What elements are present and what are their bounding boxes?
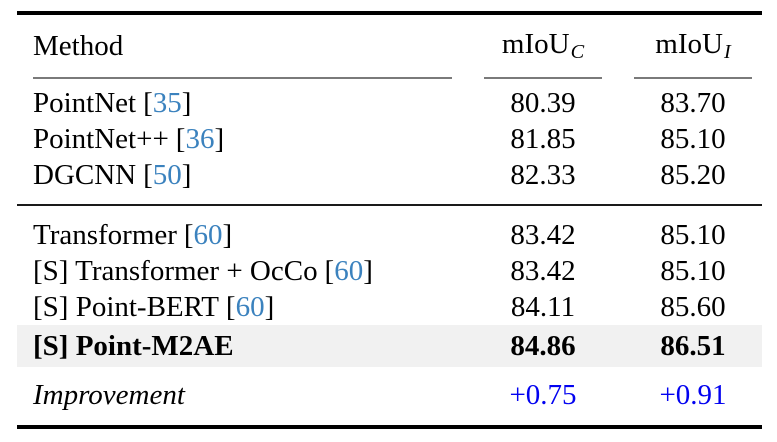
method-cell: [S] Point-BERT [60] (17, 290, 482, 323)
method-column-rule (33, 77, 452, 79)
results-table: Method mIoUC mIoUI PointNet [35] 80.39 83… (17, 11, 762, 429)
section-divider-rule (17, 204, 762, 206)
miou-i-subscript: I (723, 40, 731, 63)
improvement-row: Improvement +0.75 +0.91 (17, 373, 762, 417)
table-row-dgcnn: DGCNN [50] 82.33 85.20 (17, 157, 762, 193)
table-bottom-rule (17, 425, 762, 429)
method-label: PointNet++ (33, 122, 169, 155)
citation-number: 60 (334, 254, 364, 287)
method-label: DGCNN (33, 158, 137, 191)
miou-c-value: 82.33 (510, 158, 576, 191)
miou-i-value: 83.70 (660, 86, 726, 119)
miou-i-value: 85.10 (660, 122, 726, 155)
citation-link[interactable]: [60] (225, 290, 275, 323)
miou-c-value: 80.39 (510, 86, 576, 119)
miou-i-value: 86.51 (660, 329, 726, 362)
method-label: [S] Point-M2AE (33, 329, 234, 362)
method-cell: [S] Transformer + OcCo [60] (17, 254, 482, 287)
miou-i-value: 85.60 (660, 290, 726, 323)
table-row-point-bert: [S] Point-BERT [60] 84.11 85.60 (17, 289, 762, 325)
improvement-miou-i: +0.91 (659, 378, 727, 411)
transformer-methods-section: Transformer [60] 83.42 85.10 [S] Transfor… (17, 206, 762, 367)
citation-link[interactable]: [60] (324, 254, 373, 287)
miou-i-value: 85.20 (660, 158, 726, 191)
citation-link[interactable]: [35] (143, 86, 192, 119)
improvement-miou-c: +0.75 (509, 378, 577, 411)
col-header-method: Method (33, 29, 124, 62)
miou-c-value: 84.11 (510, 290, 576, 323)
method-cell: PointNet++ [36] (17, 122, 482, 155)
miou-c-column-rule (484, 77, 602, 79)
miou-i-base: mIoU (655, 28, 723, 61)
method-cell: DGCNN [50] (17, 158, 482, 191)
citation-link[interactable]: [50] (143, 158, 192, 191)
miou-c-value: 83.42 (510, 218, 576, 251)
miou-i-column-rule (634, 77, 752, 79)
citation-number: 35 (152, 86, 182, 119)
citation-link[interactable]: [36] (175, 122, 225, 155)
table-header-row: Method mIoUC mIoUI (17, 15, 762, 77)
miou-c-value: 83.42 (510, 254, 576, 287)
table-row-pointnet: PointNet [35] 80.39 83.70 (17, 85, 762, 121)
method-label: PointNet (33, 86, 137, 119)
method-cell: PointNet [35] (17, 86, 482, 119)
citation-number: 60 (193, 218, 223, 251)
table-row-transformer: Transformer [60] 83.42 85.10 (17, 217, 762, 253)
table-row-pointnet-pp: PointNet++ [36] 81.85 85.10 (17, 121, 762, 157)
miou-c-value: 84.86 (510, 329, 576, 362)
table-row-transformer-occo: [S] Transformer + OcCo [60] 83.42 85.10 (17, 253, 762, 289)
method-label: Transformer (33, 218, 177, 251)
miou-c-base: mIoU (501, 28, 570, 61)
method-label: [S] Transformer + OcCo (33, 254, 318, 287)
method-cell: [S] Point-M2AE (17, 329, 482, 362)
baseline-methods-section: PointNet [35] 80.39 83.70 PointNet++ [36] … (17, 79, 762, 204)
citation-number: 60 (235, 290, 265, 323)
citation-number: 50 (152, 158, 182, 191)
miou-c-subscript: C (570, 40, 585, 63)
miou-i-value: 85.10 (660, 218, 726, 251)
improvement-label: Improvement (33, 378, 185, 411)
method-label: [S] Point-BERT (33, 290, 219, 323)
col-header-miou-i: mIoUI (632, 30, 754, 62)
table-row-point-m2ae-highlighted: [S] Point-M2AE 84.86 86.51 (17, 325, 762, 367)
method-cell: Transformer [60] (17, 218, 482, 251)
miou-c-value: 81.85 (510, 122, 576, 155)
miou-i-value: 85.10 (660, 254, 726, 287)
citation-number: 36 (185, 122, 215, 155)
citation-link[interactable]: [60] (183, 218, 233, 251)
col-header-miou-c: mIoUC (482, 30, 604, 62)
table-top-rule (17, 11, 762, 15)
header-column-rules (17, 77, 762, 79)
